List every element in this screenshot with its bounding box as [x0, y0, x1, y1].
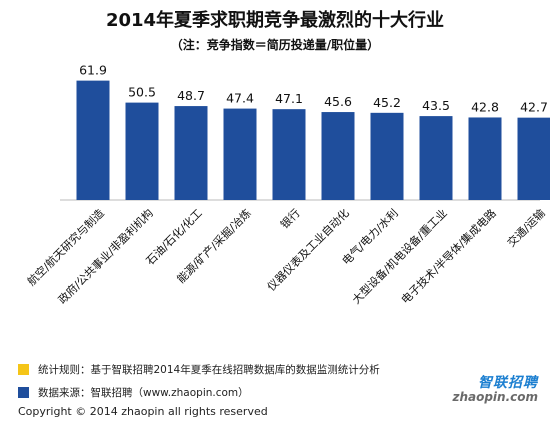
value-label-7: 45.2 — [373, 95, 401, 110]
copyright-text: Copyright © 2014 zhaopin all rights rese… — [18, 405, 268, 418]
category-label-8: 大型设备/机电设备/重工业 — [349, 206, 450, 307]
logo-en: zhaopin.com — [452, 390, 538, 404]
category-label-9: 电子技术/半导体/集成电路 — [398, 206, 499, 307]
category-label-6: 仪器仪表及工业自动化 — [264, 206, 352, 294]
zhaopin-logo: 智联招聘 zhaopin.com — [452, 372, 538, 404]
legend-rule: 统计规则：基于智联招聘2014年夏季在线招聘数据库的数据监测统计分析 — [18, 360, 380, 378]
value-label-2: 50.5 — [128, 85, 156, 100]
value-label-5: 47.1 — [275, 91, 303, 106]
bar-2 — [125, 102, 159, 200]
legend-source: 数据来源：智联招聘（www.zhaopin.com） — [18, 383, 249, 401]
bar-chart: 61.9航空/航天研究与制造50.5政府/公共事业/非盈利机构48.7石油/石化… — [24, 63, 550, 307]
logo-cn: 智联招聘 — [478, 375, 538, 391]
legend-swatch-source — [18, 386, 29, 398]
category-label-10: 交通/运输 — [504, 206, 548, 250]
legend-swatch-rule — [18, 363, 29, 375]
bar-6 — [321, 112, 355, 200]
category-label-5: 银行 — [277, 206, 302, 231]
bar-1 — [76, 80, 110, 200]
legend-source-text: 数据来源：智联招聘（www.zhaopin.com） — [38, 386, 249, 399]
value-label-6: 45.6 — [324, 94, 352, 109]
value-label-9: 42.8 — [471, 99, 499, 114]
bar-3 — [174, 106, 208, 200]
bar-4 — [223, 108, 257, 200]
legend-rule-text: 统计规则：基于智联招聘2014年夏季在线招聘数据库的数据监测统计分析 — [38, 363, 380, 376]
bar-5 — [272, 109, 306, 200]
chart-subtitle: （注：竞争指数＝简历投递量/职位量） — [170, 38, 380, 52]
value-label-3: 48.7 — [177, 88, 205, 103]
bar-8 — [419, 116, 453, 200]
bar-7 — [370, 112, 404, 200]
value-label-8: 43.5 — [422, 98, 450, 113]
value-label-1: 61.9 — [79, 63, 107, 78]
bar-10 — [517, 117, 550, 200]
value-label-10: 42.7 — [520, 100, 548, 115]
category-label-2: 政府/公共事业/非盈利机构 — [55, 206, 156, 307]
bar-9 — [468, 117, 502, 200]
value-label-4: 47.4 — [226, 91, 254, 106]
chart-title: 2014年夏季求职期竞争最激烈的十大行业 — [105, 10, 445, 31]
